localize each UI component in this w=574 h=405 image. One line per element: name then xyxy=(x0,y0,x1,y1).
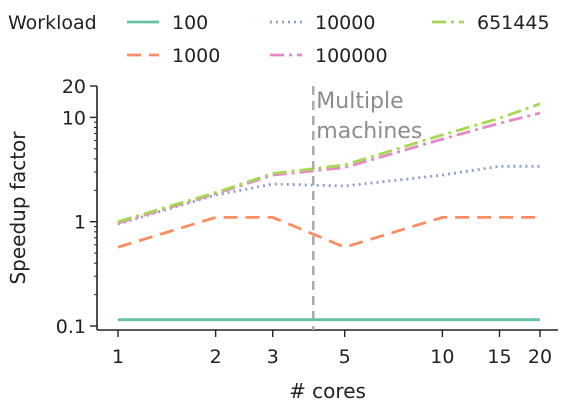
legend-label: 100 xyxy=(172,12,208,34)
series-line-10000 xyxy=(117,164,540,226)
legend-label: 651445 xyxy=(477,12,550,34)
x-axis-label: # cores xyxy=(289,379,366,403)
x-tick-label: 10 xyxy=(430,346,454,368)
annotation-label: machines xyxy=(316,119,422,144)
y-tick-label: 10 xyxy=(62,107,86,129)
x-tick-label: 5 xyxy=(339,346,351,368)
x-tick-label: 1 xyxy=(112,346,124,368)
x-tick-label: 3 xyxy=(267,346,279,368)
x-tick-label: 2 xyxy=(210,346,222,368)
legend-title: Workload xyxy=(8,12,97,34)
y-tick-label: 20 xyxy=(62,76,86,98)
legend-label: 1000 xyxy=(172,45,220,67)
y-axis-label: Speedup factor xyxy=(6,131,30,285)
series-line-1000 xyxy=(117,215,540,249)
series-line-651445 xyxy=(117,102,541,224)
x-tick-label: 20 xyxy=(528,346,552,368)
y-tick-label: 0.1 xyxy=(56,316,86,338)
x-tick-label: 15 xyxy=(487,346,511,368)
legend-label: 100000 xyxy=(315,45,388,67)
y-tick-label: 1 xyxy=(74,212,86,234)
legend-label: 10000 xyxy=(315,12,375,34)
annotation-label: Multiple xyxy=(316,89,403,114)
